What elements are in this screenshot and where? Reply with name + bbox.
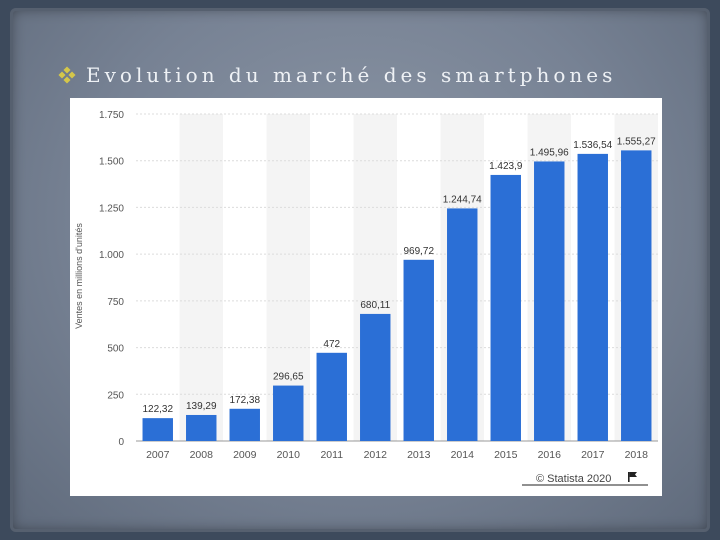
bar-2017[interactable]	[577, 153, 608, 441]
x-tick-label: 2013	[407, 449, 431, 461]
bar-2015[interactable]	[490, 174, 521, 441]
x-tick-label: 2018	[625, 449, 649, 461]
title-row: Evolution du marché des smartphones	[58, 60, 616, 90]
slide-title: Evolution du marché des smartphones	[86, 63, 617, 87]
x-tick-label: 2015	[494, 449, 518, 461]
bar-value-label: 1.555,27	[617, 136, 656, 147]
flag-icon[interactable]	[628, 472, 637, 482]
x-tick-label: 2008	[190, 449, 214, 461]
labels-layer: 0 250 500 750 1.000 1.250 1.500 1.750 122,32 2007…	[99, 110, 656, 461]
bar-2011[interactable]	[316, 352, 347, 441]
bar-value-label: 1.244,74	[443, 194, 482, 205]
bar-value-label: 172,38	[229, 395, 260, 406]
y-tick-label: 1.250	[99, 203, 124, 214]
y-tick-label: 250	[107, 390, 124, 401]
bar-value-label: 472	[323, 339, 340, 350]
bar-value-label: 1.495,96	[530, 147, 569, 158]
bar-value-label: 122,32	[142, 404, 173, 415]
x-tick-label: 2017	[581, 449, 605, 461]
y-tick-label: 0	[118, 437, 124, 448]
y-tick-label: 1.500	[99, 157, 124, 168]
y-tick-label: 1.000	[99, 250, 124, 261]
diamond-bullet-icon	[58, 66, 76, 84]
y-tick-label: 750	[107, 297, 124, 308]
bar-2010[interactable]	[273, 385, 304, 441]
bar-2008[interactable]	[186, 414, 217, 441]
bar-value-label: 139,29	[186, 401, 217, 412]
bar-value-label: 969,72	[403, 246, 434, 257]
x-tick-label: 2012	[364, 449, 388, 461]
x-tick-label: 2016	[538, 449, 562, 461]
y-axis-label: Ventes en millions d'unités	[74, 223, 84, 329]
x-tick-label: 2011	[320, 449, 343, 461]
bar-value-label: 1.423,9	[489, 161, 523, 172]
x-tick-label: 2007	[146, 449, 170, 461]
bar-2013[interactable]	[403, 259, 434, 441]
bar-2018[interactable]	[621, 150, 652, 441]
bar-2014[interactable]	[447, 208, 478, 441]
bar-value-label: 1.536,54	[573, 140, 612, 151]
bar-chart: 0 250 500 750 1.000 1.250 1.500 1.750 122,32 2007…	[74, 110, 658, 486]
bar-2009[interactable]	[229, 408, 260, 441]
x-tick-label: 2010	[277, 449, 301, 461]
bars-layer	[142, 150, 652, 442]
source-credit[interactable]: © Statista 2020	[536, 473, 611, 485]
y-tick-label: 1.750	[99, 110, 124, 121]
bar-2016[interactable]	[534, 161, 565, 442]
y-tick-label: 500	[107, 344, 124, 355]
bar-2012[interactable]	[360, 313, 391, 441]
bar-value-label: 296,65	[273, 372, 304, 383]
bar-value-label: 680,11	[360, 300, 390, 311]
bar-2007[interactable]	[142, 418, 173, 441]
x-tick-label: 2009	[233, 449, 257, 461]
x-tick-label: 2014	[451, 449, 475, 461]
chart-card: 0 250 500 750 1.000 1.250 1.500 1.750 122,32 2007…	[70, 98, 662, 496]
column-band	[179, 114, 223, 441]
